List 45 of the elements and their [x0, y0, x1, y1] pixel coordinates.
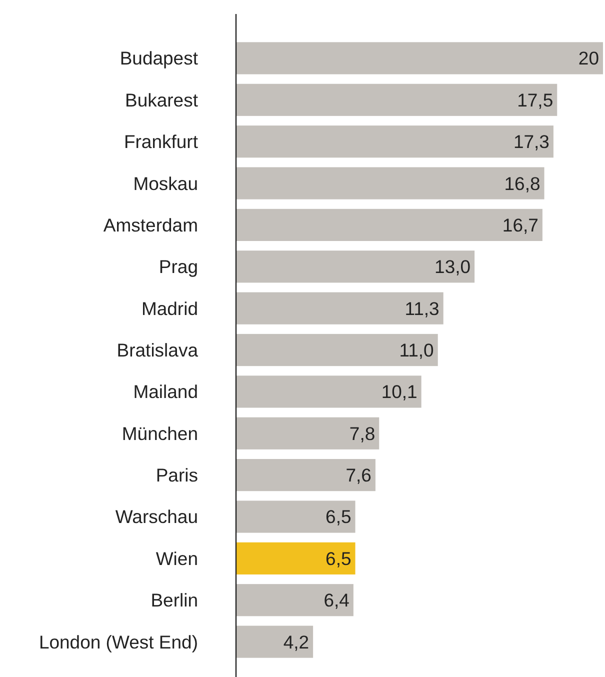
data-label: 7,6: [346, 464, 372, 486]
bar: [236, 334, 438, 366]
bar: [236, 42, 603, 74]
data-label: 13,0: [434, 256, 471, 278]
data-label: 11,0: [399, 340, 434, 360]
data-label: 16,8: [504, 172, 540, 194]
y-tick-label: Bukarest: [124, 89, 198, 110]
bar: [236, 584, 354, 616]
data-label: 11,3: [404, 298, 440, 319]
data-label: 17,3: [513, 131, 550, 152]
y-tick-label: Amsterdam: [103, 214, 198, 236]
data-label: 6,4: [324, 590, 350, 611]
bar: [236, 126, 554, 158]
y-tick-label: Wien: [156, 548, 198, 569]
y-tick-label: Bratislava: [116, 340, 199, 360]
bar: [236, 292, 444, 324]
bar: [236, 167, 544, 200]
bar: [236, 376, 422, 408]
bar: [236, 250, 475, 283]
data-label: 6,5: [326, 506, 352, 528]
data-label: 4,2: [283, 631, 310, 652]
y-tick-label: Moskau: [133, 172, 198, 194]
bar: [236, 626, 314, 658]
data-label: 20: [578, 48, 599, 69]
bar: [236, 208, 542, 241]
y-tick-label: Warschau: [115, 506, 198, 528]
y-tick-label: Frankfurt: [124, 131, 198, 152]
data-label: 10,1: [381, 381, 418, 402]
bar: [236, 84, 558, 116]
bar: [236, 459, 376, 492]
y-tick-label: Berlin: [150, 590, 198, 611]
bar: [236, 417, 380, 450]
data-label: 7,8: [349, 422, 376, 444]
y-tick-label: Paris: [156, 464, 198, 486]
data-label: 16,7: [502, 214, 538, 236]
y-tick-label: München: [122, 422, 198, 444]
y-tick-label: Budapest: [120, 48, 198, 69]
data-label: 6,5: [326, 548, 352, 569]
data-label: 17,5: [517, 89, 554, 110]
y-tick-label: Madrid: [141, 298, 198, 319]
y-tick-label: Prag: [158, 256, 198, 278]
y-tick-label: Mailand: [133, 381, 198, 402]
bar: [236, 542, 356, 574]
y-tick-label: London (West End): [38, 631, 198, 652]
bar: [236, 500, 356, 533]
